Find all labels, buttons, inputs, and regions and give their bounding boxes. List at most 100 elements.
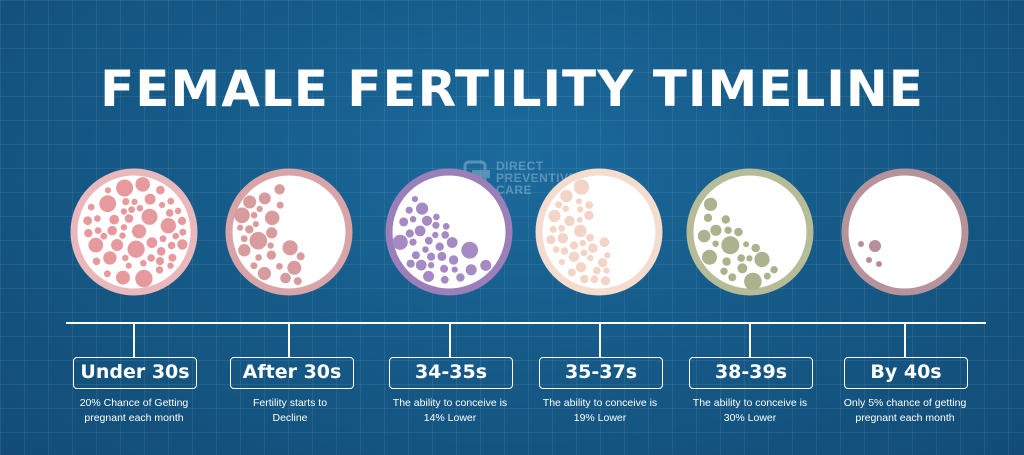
egg-dot xyxy=(574,224,587,238)
egg-dot xyxy=(734,227,743,237)
egg-dot xyxy=(697,229,711,243)
egg-dot xyxy=(548,209,561,223)
egg-dot xyxy=(411,196,418,203)
egg-dot xyxy=(238,244,251,257)
egg-dot xyxy=(600,276,611,286)
egg-dot xyxy=(131,198,138,206)
egg-dot xyxy=(276,263,283,270)
egg-dot xyxy=(446,237,458,248)
egg-dot xyxy=(720,267,728,275)
page-title: FEMALE FERTILITY TIMELINE xyxy=(100,60,924,118)
stage-label-34-35s: 34-35s xyxy=(389,357,513,389)
egg-dot xyxy=(159,201,166,209)
egg-circle-after-30s xyxy=(225,168,353,296)
egg-dot xyxy=(437,251,447,261)
stage-desc-line: pregnant each month xyxy=(84,412,184,424)
egg-dot xyxy=(250,211,258,219)
egg-dot xyxy=(576,216,583,223)
timeline-tick xyxy=(449,322,451,358)
egg-dot xyxy=(122,198,130,206)
egg-dot xyxy=(257,266,271,281)
egg-dot xyxy=(99,195,117,213)
egg-dot xyxy=(415,259,427,271)
egg-dot xyxy=(159,235,167,243)
stage-label-after-30s: After 30s xyxy=(230,357,354,389)
egg-dot xyxy=(293,277,302,286)
egg-dot xyxy=(255,254,262,261)
egg-dot xyxy=(702,249,717,265)
egg-dot xyxy=(869,240,881,252)
egg-dot xyxy=(424,236,433,245)
egg-dot xyxy=(456,273,465,282)
timeline-tick xyxy=(749,322,751,358)
egg-dot xyxy=(440,264,449,273)
egg-dot xyxy=(567,268,576,277)
egg-dot xyxy=(579,239,586,247)
egg-dot xyxy=(264,210,280,226)
egg-dot xyxy=(590,275,599,284)
egg-dot xyxy=(721,215,730,224)
egg-dot xyxy=(427,252,436,261)
egg-dot xyxy=(124,214,134,223)
egg-circle-34-35s xyxy=(385,168,513,296)
egg-dot xyxy=(234,207,250,224)
egg-dot xyxy=(858,241,864,247)
egg-dot xyxy=(258,192,271,205)
stage-desc-line: 20% Chance of Getting xyxy=(79,397,189,409)
egg-dot xyxy=(174,207,182,215)
stage-label-38-39s: 38-39s xyxy=(689,357,813,389)
watermark-text: DIRECT PREVENTIVE CARE xyxy=(496,160,577,196)
egg-dot xyxy=(763,272,771,280)
egg-circle-under-30s xyxy=(70,168,198,296)
egg-dot xyxy=(575,262,587,273)
egg-dot xyxy=(296,252,305,261)
egg-dot xyxy=(573,179,590,195)
egg-dot xyxy=(111,239,124,251)
egg-circle-ring xyxy=(686,168,814,296)
egg-dot xyxy=(575,198,583,205)
egg-dot xyxy=(160,218,176,234)
stage-desc-by-40s: Only 5% chance of getting pregnant each … xyxy=(835,396,975,426)
egg-dot xyxy=(282,240,298,256)
egg-dot xyxy=(94,215,101,222)
egg-dot xyxy=(549,225,557,233)
stage-desc-line: 14% Lower xyxy=(423,412,477,424)
egg-dot xyxy=(721,236,740,255)
egg-dot xyxy=(405,229,414,238)
egg-dot xyxy=(116,270,130,285)
egg-dot xyxy=(754,251,770,268)
egg-dot xyxy=(177,239,188,250)
egg-dot xyxy=(743,241,750,248)
egg-dot xyxy=(414,225,426,237)
egg-dot xyxy=(552,246,560,253)
timeline-tick xyxy=(288,322,290,358)
egg-dot xyxy=(451,266,458,273)
egg-dot xyxy=(712,240,719,247)
egg-dot xyxy=(588,243,598,253)
egg-dot xyxy=(580,249,588,257)
egg-dot xyxy=(140,259,147,267)
egg-dot xyxy=(243,195,257,209)
egg-dot xyxy=(125,262,132,269)
egg-dot xyxy=(155,266,164,274)
egg-dot xyxy=(587,254,594,262)
egg-dot xyxy=(409,216,417,223)
egg-dot xyxy=(421,215,433,226)
egg-dot xyxy=(146,237,158,249)
egg-dot xyxy=(703,213,713,222)
egg-dot xyxy=(249,231,268,250)
egg-dot xyxy=(558,224,566,232)
egg-dot xyxy=(432,231,439,239)
egg-dot xyxy=(746,255,753,262)
timeline-tick xyxy=(133,322,135,358)
egg-dot xyxy=(83,216,92,226)
watermark-line-3: CARE xyxy=(496,183,533,197)
egg-dot xyxy=(603,267,610,274)
stage-label-under-30s: Under 30s xyxy=(73,357,197,389)
egg-dot xyxy=(562,205,569,212)
egg-dot xyxy=(122,254,129,262)
timeline-tick xyxy=(599,322,601,358)
egg-dot xyxy=(558,258,566,266)
egg-dot xyxy=(560,247,569,255)
